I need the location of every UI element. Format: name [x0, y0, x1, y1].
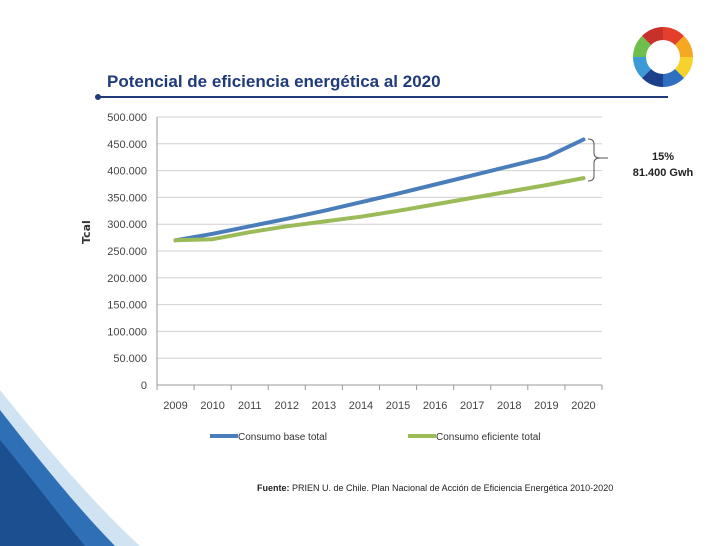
annotation-amount: 81.400 Gwh [632, 167, 694, 179]
x-tick-label: 2017 [460, 400, 484, 412]
y-tick-label: 400.000 [107, 166, 147, 178]
slide-title: Potencial de eficiencia energética al 20… [107, 72, 441, 91]
source-text: PRIEN U. de Chile. Plan Nacional de Acci… [292, 483, 614, 493]
difference-bracket [587, 138, 601, 182]
x-tick-label: 2016 [423, 400, 447, 412]
y-tick-label: 450.000 [107, 139, 147, 151]
y-tick-label: 350.000 [107, 192, 147, 204]
x-tick-label: 2018 [497, 400, 521, 412]
y-tick-label: 150.000 [107, 300, 147, 312]
y-tick-label: 50.000 [113, 353, 147, 365]
y-tick-label: 100.000 [107, 326, 147, 338]
x-tick-label: 2019 [534, 400, 558, 412]
y-tick-label: 300.000 [107, 219, 147, 231]
source-note: Fuente: PRIEN U. de Chile. Plan Nacional… [257, 483, 613, 493]
x-tick-label: 2012 [275, 400, 299, 412]
x-tick-label: 2011 [238, 400, 262, 412]
series-line-consumo-base [173, 137, 586, 243]
logo-icon [633, 27, 693, 87]
y-tick-label: 0 [141, 380, 147, 392]
legend-label: Consumo eficiente total [436, 432, 541, 443]
x-tick-label: 2013 [312, 400, 336, 412]
x-tick-label: 2010 [200, 400, 224, 412]
source-label: Fuente: [257, 483, 290, 493]
x-tick-label: 2014 [349, 400, 373, 412]
annotation-percent: 15% [651, 151, 675, 163]
legend-label: Consumo base total [238, 432, 327, 443]
series-line-consumo-eficiente [173, 176, 586, 243]
y-tick-label: 200.000 [107, 273, 147, 285]
y-tick-label: 250.000 [107, 246, 147, 258]
title-rule [98, 96, 668, 98]
x-tick-label: 2009 [163, 400, 187, 412]
y-tick-label: 500.000 [107, 112, 147, 124]
x-tick-label: 2020 [571, 400, 595, 412]
x-tick-label: 2015 [386, 400, 410, 412]
